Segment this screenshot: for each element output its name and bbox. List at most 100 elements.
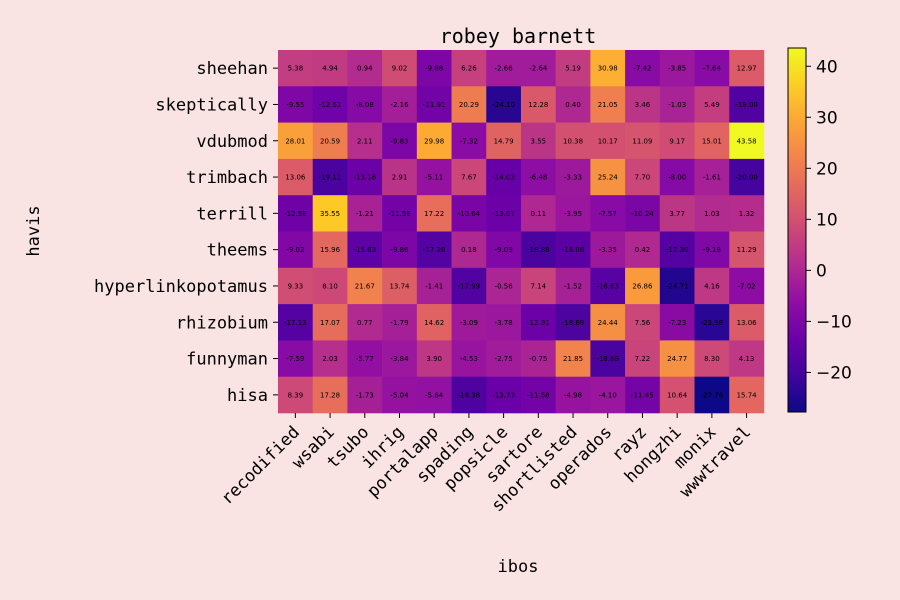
heatmap-cell	[625, 50, 661, 87]
cell-value-label: -1.52	[564, 282, 582, 290]
heatmap-cell	[625, 195, 661, 232]
heatmap-cell	[451, 231, 487, 269]
heatmap-cell	[555, 376, 591, 414]
heatmap-cell	[729, 158, 765, 196]
cell-value-label: 1.32	[739, 210, 755, 218]
heatmap-cell	[312, 231, 348, 269]
heatmap-cell	[625, 304, 661, 341]
heatmap-cell	[590, 86, 626, 123]
cell-value-label: 11.09	[632, 137, 652, 145]
heatmap-cell	[278, 376, 314, 414]
heatmap-cell	[278, 50, 314, 87]
cell-value-label: 12.28	[528, 101, 548, 109]
cell-value-label: -9.02	[286, 246, 304, 254]
cell-value-label: 26.86	[632, 282, 653, 290]
cell-value-label: 7.14	[531, 282, 547, 290]
heatmap-cell	[625, 340, 661, 377]
cell-value-label: -7.57	[599, 210, 617, 218]
cell-value-label: -3.78	[495, 319, 513, 327]
cell-value-label: 21.85	[563, 355, 583, 363]
heatmap-cell	[520, 231, 556, 269]
cell-value-label: -3.35	[599, 246, 617, 254]
heatmap-cell	[382, 231, 418, 269]
colorbar-ticks: −20 −10 0 10 20 30 40	[806, 57, 852, 383]
cell-value-label: 3.55	[531, 137, 547, 145]
heatmap-cell	[382, 376, 418, 414]
heatmap-cell	[382, 267, 418, 305]
cell-value-label: 12.97	[737, 65, 757, 73]
cell-value-label: -0.56	[495, 282, 514, 290]
heatmap-cell	[416, 50, 452, 87]
cell-value-label: -24.71	[666, 282, 689, 290]
cell-value-label: 15.74	[737, 391, 758, 399]
cell-value-label: 29.98	[424, 137, 444, 145]
heatmap-cell	[659, 304, 695, 341]
heatmap-cell	[694, 122, 730, 160]
heatmap-cell	[347, 267, 383, 305]
cell-value-label: 0.94	[357, 65, 373, 73]
cell-value-label: -3.09	[460, 319, 478, 327]
heatmap-cell	[486, 267, 522, 305]
cell-value-label: -11.59	[388, 210, 411, 218]
cell-value-label: 30.98	[598, 65, 618, 73]
heatmap-cell	[486, 376, 522, 414]
colorbar-tick-label: −20	[816, 363, 852, 383]
cell-value-label: -23.98	[701, 319, 724, 327]
heatmap-cell	[451, 158, 487, 196]
heatmap-cell	[590, 122, 626, 160]
cell-value-label: 14.79	[494, 137, 514, 145]
cell-value-label: 25.24	[598, 174, 619, 182]
cell-value-label: -3.95	[564, 210, 582, 218]
heatmap-cell	[278, 158, 314, 196]
cell-value-label: -1.03	[668, 101, 686, 109]
heatmap-cell	[659, 50, 695, 87]
heatmap-cell	[555, 267, 591, 305]
x-tick-labels: recodifiedwsabitsuboihrigportalappspadin…	[217, 413, 755, 516]
heatmap-cell	[312, 86, 348, 123]
heatmap-cell	[347, 340, 383, 377]
y-axis-label: havis	[24, 205, 44, 256]
cell-value-label: 10.17	[598, 137, 618, 145]
heatmap-cell	[278, 122, 314, 160]
cell-value-label: -4.10	[599, 391, 617, 399]
cell-value-label: 8.39	[288, 391, 304, 399]
cell-value-label: 1.03	[704, 210, 720, 218]
cell-value-label: -18.69	[562, 319, 585, 327]
cell-value-label: 10.64	[667, 391, 688, 399]
heatmap-cell	[659, 231, 695, 269]
cell-value-label: -7.32	[460, 137, 478, 145]
y-tick-labels: sheehan skeptically vdubmod trimbach terrill…	[94, 59, 278, 406]
heatmap-cell	[694, 50, 730, 87]
heatmap-cell	[555, 231, 591, 269]
heatmap-cell	[486, 340, 522, 377]
y-tick-label: vdubmod	[196, 132, 268, 152]
heatmap-cell	[486, 50, 522, 87]
heatmap-cell	[694, 340, 730, 377]
cell-value-label: -5.11	[425, 174, 443, 182]
colorbar	[787, 47, 807, 413]
cell-value-label: 8.30	[704, 355, 720, 363]
heatmap-cell	[278, 267, 314, 305]
cell-value-label: -20.00	[735, 174, 758, 182]
x-axis-label: ibos	[498, 557, 539, 577]
cell-value-label: -1.41	[425, 282, 443, 290]
heatmap-cell	[694, 376, 730, 414]
cell-value-label: -12.91	[527, 319, 550, 327]
heatmap-cell	[347, 304, 383, 341]
cell-value-label: -14.03	[492, 174, 515, 182]
cell-value-label: -18.00	[735, 101, 758, 109]
heatmap-cell	[347, 122, 383, 160]
heatmap-cell	[555, 86, 591, 123]
heatmap-cell	[555, 340, 591, 377]
heatmap-cell	[694, 195, 730, 232]
heatmap-cell	[590, 50, 626, 87]
cell-value-label: 43.58	[737, 137, 757, 145]
heatmap-cell	[451, 340, 487, 377]
cell-value-label: -7.64	[703, 65, 722, 73]
cell-value-label: 4.16	[704, 282, 720, 290]
heatmap-cell	[312, 195, 348, 232]
cell-value-label: 11.29	[737, 246, 757, 254]
cell-value-label: -9.09	[495, 246, 513, 254]
heatmap-cell	[382, 340, 418, 377]
